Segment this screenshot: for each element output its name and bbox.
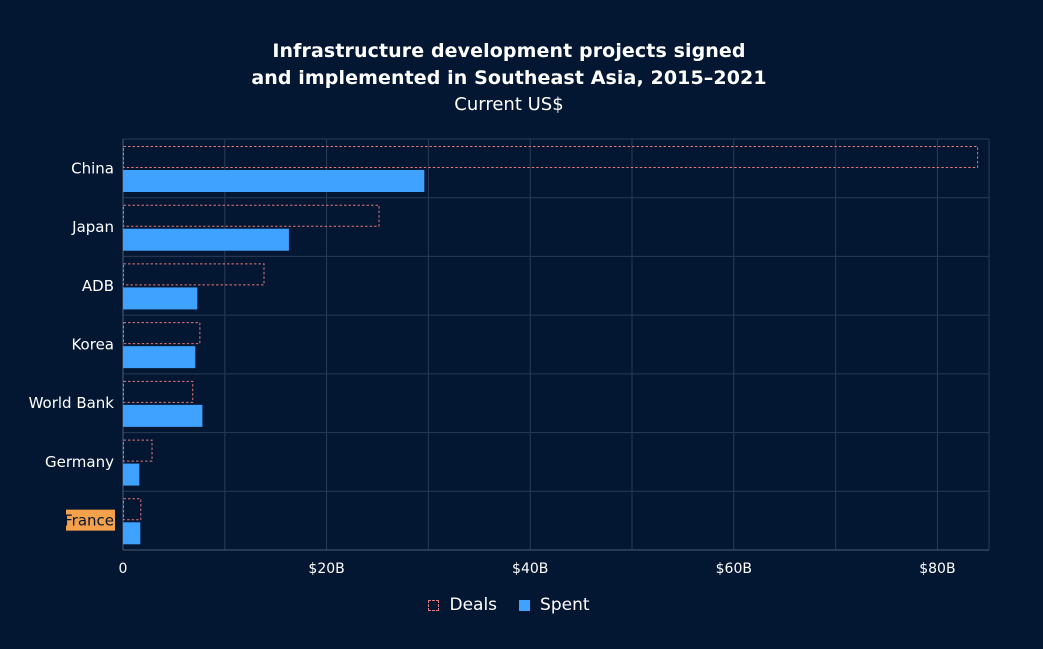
legend-label-spent: Spent xyxy=(540,595,590,615)
chart-title-block: Infrastructure development projects sign… xyxy=(0,38,1018,118)
chart-title-line-1: Infrastructure development projects sign… xyxy=(272,40,746,62)
spent-bar xyxy=(123,346,196,369)
legend-swatch-deals xyxy=(428,599,440,611)
category-label: Japan xyxy=(71,218,114,236)
category-label: Germany xyxy=(45,453,114,471)
spent-bar xyxy=(123,463,140,486)
x-tick-label: $40B xyxy=(512,561,548,577)
category-label: Korea xyxy=(71,336,114,354)
x-tick-label: $60B xyxy=(716,561,752,577)
chart-subtitle: Current US$ xyxy=(454,94,564,115)
deals-bar xyxy=(123,322,201,345)
chart-title-line-2: and implemented in Southeast Asia, 2015–… xyxy=(251,67,767,89)
legend-item-deals[interactable]: Deals xyxy=(428,595,497,615)
legend-label-deals: Deals xyxy=(449,595,498,615)
deals-bar xyxy=(123,498,142,521)
spent-bar xyxy=(123,404,203,427)
legend-swatch-spent xyxy=(519,599,531,611)
x-tick-label: $80B xyxy=(919,561,955,577)
legend-item-spent[interactable]: Spent xyxy=(519,595,590,615)
spent-bar xyxy=(123,522,141,545)
deals-bar xyxy=(123,380,194,403)
x-tick-label: 0 xyxy=(119,561,128,577)
chart-legend: Deals Spent xyxy=(0,595,1018,615)
spent-bar xyxy=(123,228,289,251)
category-label: World Bank xyxy=(29,394,115,412)
category-label: France xyxy=(64,512,114,530)
spent-bar xyxy=(123,287,198,310)
deals-bar xyxy=(123,146,979,168)
x-tick-label: $20B xyxy=(308,561,344,577)
category-highlight xyxy=(66,509,115,531)
spent-bar xyxy=(123,170,425,192)
deals-bar xyxy=(123,263,265,286)
category-label: China xyxy=(71,159,114,177)
deals-bar xyxy=(123,439,153,462)
category-label: ADB xyxy=(82,277,114,295)
deals-bar xyxy=(123,204,380,227)
